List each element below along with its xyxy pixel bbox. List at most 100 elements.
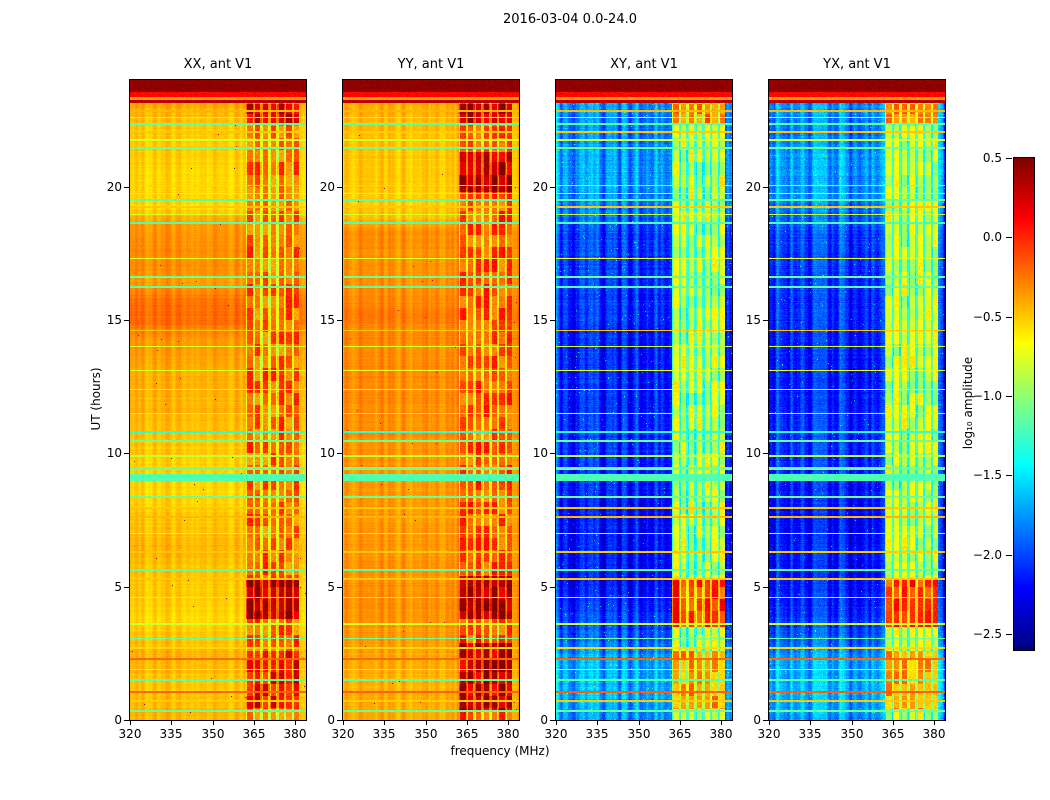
panel-XX-canvas [130, 80, 306, 720]
colorbar-tick-label: −1.5 [972, 468, 1002, 482]
y-tick-label: 10 [745, 446, 761, 460]
y-tick-mark [763, 320, 768, 321]
y-tick-mark [124, 187, 129, 188]
y-tick-label: 20 [745, 180, 761, 194]
y-tick-label: 5 [753, 580, 761, 594]
colorbar-tick-label: 0.0 [982, 230, 1002, 244]
x-tick-label: 365 [668, 727, 692, 741]
x-tick-mark [597, 721, 598, 725]
x-tick-label: 350 [840, 727, 864, 741]
y-tick-label: 0 [114, 713, 122, 727]
panel-XX-heatmap [129, 79, 307, 721]
colorbar-tick-label: 0.5 [982, 151, 1002, 165]
colorbar-frame [1013, 157, 1035, 651]
x-tick-label: 365 [242, 727, 266, 741]
x-tick-label: 350 [414, 727, 438, 741]
panel-YX-heatmap [768, 79, 946, 721]
y-tick-label: 5 [114, 580, 122, 594]
x-tick-label: 320 [544, 727, 568, 741]
x-tick-mark [934, 721, 935, 725]
y-tick-label: 20 [532, 180, 548, 194]
y-tick-mark [763, 453, 768, 454]
x-tick-label: 365 [881, 727, 905, 741]
x-tick-mark [295, 721, 296, 725]
panel-XY-canvas [556, 80, 732, 720]
x-tick-mark [680, 721, 681, 725]
x-tick-label: 335 [372, 727, 396, 741]
colorbar-tick-mark [1006, 634, 1012, 635]
x-tick-label: 365 [455, 727, 479, 741]
colorbar-tick-label: −2.0 [972, 548, 1002, 562]
y-tick-label: 0 [327, 713, 335, 727]
x-axis-label: frequency (MHz) [450, 744, 550, 758]
panel-title-XY: XY, ant V1 [610, 57, 678, 72]
y-tick-label: 15 [745, 313, 761, 327]
y-tick-label: 15 [532, 313, 548, 327]
panel-XY-heatmap [555, 79, 733, 721]
y-tick-mark [550, 720, 555, 721]
figure-title: 2016-03-04 0.0-24.0 [503, 12, 637, 27]
x-tick-label: 350 [201, 727, 225, 741]
x-tick-label: 335 [159, 727, 183, 741]
y-tick-mark [337, 320, 342, 321]
colorbar-tick-label: −1.0 [972, 389, 1002, 403]
x-tick-mark [171, 721, 172, 725]
x-tick-label: 320 [118, 727, 142, 741]
y-tick-label: 5 [540, 580, 548, 594]
panel-YY-canvas [343, 80, 519, 720]
y-tick-mark [124, 453, 129, 454]
x-tick-label: 380 [922, 727, 946, 741]
colorbar-tick-mark [1006, 317, 1012, 318]
x-tick-label: 335 [798, 727, 822, 741]
x-tick-mark [384, 721, 385, 725]
x-tick-mark [508, 721, 509, 725]
x-tick-mark [893, 721, 894, 725]
y-tick-label: 20 [319, 180, 335, 194]
colorbar-tick-mark [1006, 396, 1012, 397]
x-tick-label: 380 [709, 727, 733, 741]
x-tick-mark [254, 721, 255, 725]
colorbar-tick-mark [1006, 237, 1012, 238]
colorbar-tick-mark [1006, 475, 1012, 476]
y-tick-mark [337, 187, 342, 188]
y-tick-mark [550, 587, 555, 588]
y-tick-label: 0 [540, 713, 548, 727]
x-tick-label: 380 [496, 727, 520, 741]
y-tick-label: 20 [106, 180, 122, 194]
y-tick-mark [550, 187, 555, 188]
y-tick-label: 0 [753, 713, 761, 727]
y-axis-label: UT (hours) [89, 367, 103, 431]
colorbar-tick-label: −2.5 [972, 627, 1002, 641]
x-tick-label: 320 [331, 727, 355, 741]
x-tick-mark [810, 721, 811, 725]
x-tick-mark [130, 721, 131, 725]
panel-title-XX: XX, ant V1 [183, 57, 253, 72]
x-tick-label: 320 [757, 727, 781, 741]
y-tick-mark [550, 453, 555, 454]
colorbar-label: log₁₀ amplitude [961, 356, 975, 450]
x-tick-label: 380 [283, 727, 307, 741]
y-tick-mark [763, 720, 768, 721]
y-tick-label: 10 [532, 446, 548, 460]
y-tick-mark [550, 320, 555, 321]
x-tick-label: 335 [585, 727, 609, 741]
y-tick-mark [763, 187, 768, 188]
y-tick-mark [337, 720, 342, 721]
y-tick-mark [337, 587, 342, 588]
x-tick-mark [639, 721, 640, 725]
x-tick-mark [426, 721, 427, 725]
panel-title-YX: YX, ant V1 [823, 57, 891, 72]
x-tick-mark [852, 721, 853, 725]
y-tick-mark [337, 453, 342, 454]
colorbar-gradient-canvas [1014, 158, 1034, 650]
x-tick-mark [769, 721, 770, 725]
panel-title-YY: YY, ant V1 [397, 57, 465, 72]
y-tick-mark [124, 320, 129, 321]
colorbar-tick-mark [1006, 555, 1012, 556]
x-tick-label: 350 [627, 727, 651, 741]
x-tick-mark [213, 721, 214, 725]
x-tick-mark [343, 721, 344, 725]
y-tick-label: 10 [106, 446, 122, 460]
y-tick-label: 15 [319, 313, 335, 327]
